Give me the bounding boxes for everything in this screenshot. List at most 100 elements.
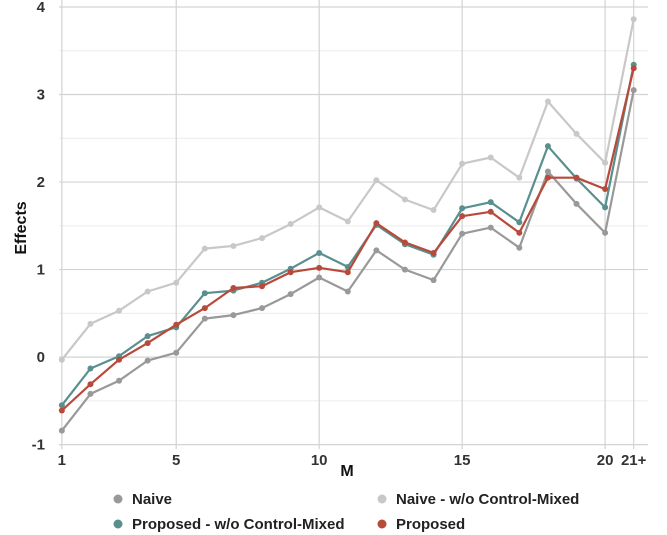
data-point xyxy=(344,269,351,276)
data-point xyxy=(373,220,380,227)
data-point xyxy=(201,305,208,312)
data-point xyxy=(316,204,323,211)
data-point xyxy=(401,239,408,246)
data-point xyxy=(116,356,123,363)
data-point xyxy=(630,87,637,94)
x-tick-label: 21+ xyxy=(621,452,647,469)
legend-label: Naive xyxy=(132,491,172,508)
data-point xyxy=(487,224,494,231)
data-point xyxy=(58,402,65,409)
data-point xyxy=(544,174,551,181)
data-point xyxy=(459,213,466,220)
data-point xyxy=(544,98,551,105)
data-point xyxy=(487,154,494,161)
data-point xyxy=(630,65,637,72)
legend-key xyxy=(113,494,123,504)
data-point xyxy=(344,288,351,295)
x-tick-label: 10 xyxy=(311,452,328,469)
legend-label: Naive - w/o Control-Mixed xyxy=(396,491,579,508)
data-point xyxy=(87,390,94,397)
data-point xyxy=(116,377,123,384)
data-point xyxy=(144,357,151,364)
data-point xyxy=(58,427,65,434)
legend-item: Naive xyxy=(113,491,172,508)
data-point xyxy=(602,186,609,193)
legend-label: Proposed - w/o Control-Mixed xyxy=(132,516,345,533)
data-point xyxy=(259,283,266,290)
data-point xyxy=(573,130,580,137)
y-tick-label: 0 xyxy=(37,349,45,366)
data-point xyxy=(430,277,437,284)
series-1 xyxy=(58,87,637,434)
data-point xyxy=(87,381,94,388)
data-point xyxy=(230,312,237,319)
data-point xyxy=(487,208,494,215)
data-point xyxy=(401,266,408,273)
y-axis-title: Effects xyxy=(13,201,30,254)
y-tick-label: 4 xyxy=(37,0,46,16)
data-point xyxy=(459,160,466,167)
x-axis-title: M xyxy=(340,463,353,480)
data-point xyxy=(573,174,580,181)
data-point xyxy=(516,229,523,236)
data-point xyxy=(373,247,380,254)
series-line xyxy=(61,64,635,406)
data-point xyxy=(58,407,65,414)
data-point xyxy=(430,249,437,256)
data-point xyxy=(87,320,94,327)
data-point xyxy=(401,196,408,203)
y-tick-label: 3 xyxy=(37,87,45,104)
data-point xyxy=(58,356,65,363)
data-point xyxy=(201,290,208,297)
data-point xyxy=(373,177,380,184)
data-point xyxy=(630,16,637,23)
data-point xyxy=(144,333,151,340)
series-line xyxy=(61,89,635,432)
x-tick-label: 5 xyxy=(172,452,180,469)
y-tick-label: 1 xyxy=(37,262,45,279)
legend-label: Proposed xyxy=(396,516,465,533)
data-point xyxy=(602,204,609,211)
data-point xyxy=(87,365,94,372)
data-point xyxy=(144,288,151,295)
y-tick-label: 2 xyxy=(37,174,45,191)
data-point xyxy=(544,168,551,175)
data-point xyxy=(259,305,266,312)
x-tick-label: 1 xyxy=(58,452,66,469)
plot-series xyxy=(58,16,637,434)
data-point xyxy=(287,221,294,228)
legend-item: Proposed xyxy=(377,516,465,533)
data-point xyxy=(230,242,237,249)
x-axis-ticks: 1 5 10 15 20 21+ xyxy=(58,452,647,469)
data-point xyxy=(602,229,609,236)
data-point xyxy=(287,291,294,298)
data-point xyxy=(201,245,208,252)
grid-lines xyxy=(59,0,648,449)
series-0 xyxy=(58,16,637,363)
data-point xyxy=(316,274,323,281)
data-point xyxy=(516,219,523,226)
series-2 xyxy=(58,61,637,409)
legend-item: Proposed - w/o Control-Mixed xyxy=(113,516,345,533)
legend: Naive Naive - w/o Control-Mixed Proposed -… xyxy=(113,491,579,533)
data-point xyxy=(459,230,466,237)
data-point xyxy=(544,143,551,150)
data-point xyxy=(516,174,523,181)
legend-key xyxy=(377,494,387,504)
data-point xyxy=(201,315,208,322)
legend-key xyxy=(377,519,387,529)
data-point xyxy=(230,284,237,291)
data-point xyxy=(602,159,609,166)
data-point xyxy=(173,321,180,328)
data-point xyxy=(316,249,323,256)
data-point xyxy=(316,264,323,271)
series-line xyxy=(61,19,635,361)
y-axis-ticks: -1 0 1 2 3 4 xyxy=(32,0,46,454)
y-tick-label: -1 xyxy=(32,437,45,454)
legend-key xyxy=(113,519,123,529)
data-point xyxy=(259,235,266,242)
data-point xyxy=(173,349,180,356)
data-point xyxy=(344,218,351,225)
data-point xyxy=(144,340,151,347)
